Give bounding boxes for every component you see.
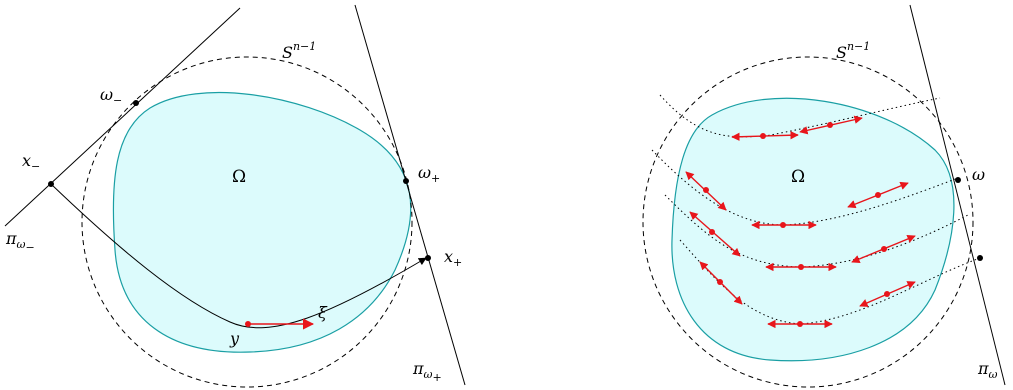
- tangent-point: [881, 246, 887, 252]
- geodesic-curve: [50, 183, 427, 329]
- domain-omega-right: [671, 97, 955, 362]
- tangent-point: [780, 222, 786, 228]
- plane-pi-omega-minus: [4, 7, 241, 227]
- plane-pi-omega: [909, 4, 1006, 386]
- label-omega-domain-left: Ω: [232, 167, 246, 187]
- tangent-point: [709, 229, 715, 235]
- label-omega-plus: ω+: [418, 163, 440, 185]
- point-omega-minus: [133, 100, 139, 106]
- left-panel: Sn−1 Ω ω− x− ω+ x+ πω− πω+ y ξ: [4, 4, 466, 388]
- unit-sphere-right: [642, 56, 974, 388]
- label-xi: ξ: [318, 303, 328, 322]
- label-x-plus: x+: [444, 247, 462, 269]
- point-x-minus: [48, 181, 54, 187]
- point-x-plus: [425, 255, 431, 261]
- plane-pi-omega-plus: [354, 4, 466, 386]
- label-plane-minus: πω−: [5, 229, 35, 254]
- tangent-point: [798, 264, 804, 270]
- label-omega-minus: ω−: [100, 85, 122, 107]
- label-plane: πω: [977, 359, 998, 381]
- label-omega: ω: [972, 165, 985, 184]
- point-omega-plus: [403, 178, 409, 184]
- unit-sphere: [81, 56, 413, 388]
- domain-omega: [112, 91, 412, 353]
- label-sphere-left: Sn−1: [282, 40, 316, 62]
- label-omega-domain-right: Ω: [791, 167, 805, 187]
- tangent-point: [760, 133, 766, 139]
- label-x-minus: x−: [22, 151, 40, 173]
- tangent-point: [797, 321, 803, 327]
- tangent-point: [875, 192, 881, 198]
- tangent-point: [717, 279, 723, 285]
- tangent-vector: [689, 211, 741, 257]
- tangent-point: [827, 122, 833, 128]
- tangent-point: [884, 291, 890, 297]
- point-omega: [955, 177, 961, 183]
- label-plane-plus: πω+: [412, 359, 442, 384]
- right-panel: Sn−1 Ω ω πω: [642, 4, 1006, 388]
- label-y: y: [229, 329, 240, 348]
- tangent-point: [703, 187, 709, 193]
- label-sphere-right: Sn−1: [836, 40, 870, 62]
